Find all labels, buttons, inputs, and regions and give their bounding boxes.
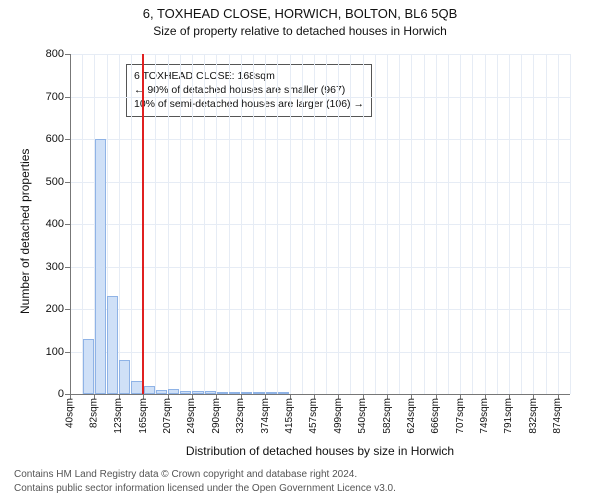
gridline-h [70, 97, 570, 98]
chart-plot-area: 6 TOXHEAD CLOSE: 168sqm ← 90% of detache… [70, 54, 570, 394]
gridline-v [546, 54, 547, 394]
xtick-label: 791sqm [504, 394, 515, 434]
gridline-v [314, 54, 315, 394]
xtick-label: 165sqm [138, 394, 149, 434]
gridline-h [70, 309, 570, 310]
xtick-label: 82sqm [89, 394, 100, 428]
gridline-v [229, 54, 230, 394]
gridline-v [290, 54, 291, 394]
xtick-label: 290sqm [211, 394, 222, 434]
gridline-v [265, 54, 266, 394]
gridline-v [411, 54, 412, 394]
xtick-label: 374sqm [260, 394, 271, 434]
gridline-v [338, 54, 339, 394]
gridline-v [533, 54, 534, 394]
gridline-v [521, 54, 522, 394]
gridline-v [387, 54, 388, 394]
xtick-label: 40sqm [65, 394, 76, 428]
xtick-label: 749sqm [479, 394, 490, 434]
gridline-v [448, 54, 449, 394]
xtick-label: 332sqm [235, 394, 246, 434]
gridline-v [326, 54, 327, 394]
xtick-label: 540sqm [357, 394, 368, 434]
xtick-label: 499sqm [333, 394, 344, 434]
histogram-bar [144, 386, 155, 395]
gridline-v [131, 54, 132, 394]
gridline-v [350, 54, 351, 394]
gridline-h [70, 267, 570, 268]
page-subtitle: Size of property relative to detached ho… [0, 24, 600, 38]
histogram-bar [95, 139, 106, 394]
gridline-h [70, 352, 570, 353]
histogram-bar [119, 360, 130, 394]
xtick-label: 624sqm [406, 394, 417, 434]
x-axis-line [70, 394, 570, 395]
gridline-v [375, 54, 376, 394]
annotation-box: 6 TOXHEAD CLOSE: 168sqm ← 90% of detache… [126, 64, 372, 117]
gridline-h [70, 224, 570, 225]
gridline-v [302, 54, 303, 394]
y-axis-line [70, 54, 71, 394]
gridline-v [277, 54, 278, 394]
gridline-v [436, 54, 437, 394]
xtick-label: 666sqm [430, 394, 441, 434]
gridline-v [155, 54, 156, 394]
gridline-v [558, 54, 559, 394]
gridline-v [180, 54, 181, 394]
y-axis-label: Number of detached properties [18, 149, 32, 314]
gridline-h [70, 139, 570, 140]
gridline-v [253, 54, 254, 394]
page-title: 6, TOXHEAD CLOSE, HORWICH, BOLTON, BL6 5… [0, 6, 600, 21]
gridline-v [460, 54, 461, 394]
xtick-label: 582sqm [382, 394, 393, 434]
gridline-v [241, 54, 242, 394]
xtick-label: 249sqm [186, 394, 197, 434]
gridline-v [472, 54, 473, 394]
xtick-label: 207sqm [162, 394, 173, 434]
xtick-label: 123sqm [113, 394, 124, 434]
histogram-bar [107, 296, 118, 394]
xtick-label: 874sqm [552, 394, 563, 434]
xtick-label: 832sqm [528, 394, 539, 434]
gridline-v [485, 54, 486, 394]
histogram-bar [83, 339, 94, 394]
xtick-label: 457sqm [308, 394, 319, 434]
gridline-v [119, 54, 120, 394]
xtick-label: 707sqm [455, 394, 466, 434]
gridline-v [497, 54, 498, 394]
gridline-v [570, 54, 571, 394]
gridline-h [70, 54, 570, 55]
gridline-v [399, 54, 400, 394]
gridline-v [204, 54, 205, 394]
x-axis-label: Distribution of detached houses by size … [70, 444, 570, 458]
gridline-v [424, 54, 425, 394]
gridline-v [216, 54, 217, 394]
gridline-v [509, 54, 510, 394]
histogram-bar [131, 381, 142, 394]
gridline-h [70, 182, 570, 183]
property-size-marker [142, 54, 144, 394]
gridline-v [192, 54, 193, 394]
gridline-v [168, 54, 169, 394]
footer-line-1: Contains HM Land Registry data © Crown c… [14, 469, 357, 480]
gridline-v [363, 54, 364, 394]
xtick-label: 415sqm [284, 394, 295, 434]
footer-line-2: Contains public sector information licen… [14, 483, 396, 494]
